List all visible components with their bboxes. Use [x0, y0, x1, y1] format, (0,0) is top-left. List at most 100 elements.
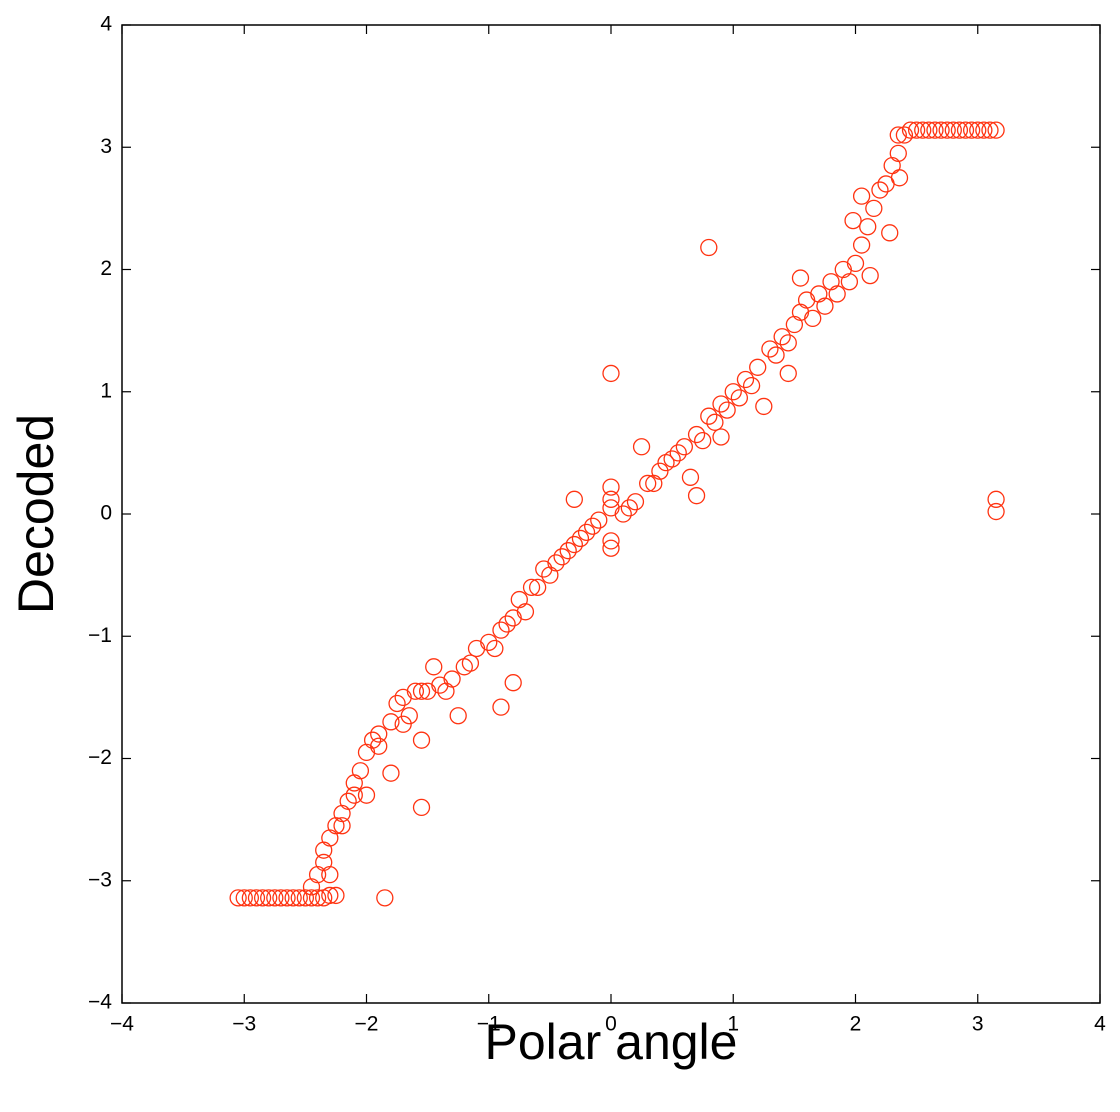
- point: [266, 889, 284, 907]
- point: [767, 346, 785, 364]
- x-tick-label: −2: [355, 1013, 379, 1036]
- point: [773, 328, 791, 346]
- point: [553, 548, 571, 566]
- point: [327, 886, 345, 905]
- point: [565, 535, 583, 554]
- x-axis-title: Polar angle: [485, 1014, 738, 1070]
- point: [229, 889, 247, 907]
- point: [846, 254, 865, 273]
- point: [632, 438, 651, 456]
- x-tick-label: −3: [232, 1013, 256, 1036]
- point: [602, 539, 620, 557]
- point: [602, 490, 620, 508]
- point: [962, 121, 981, 139]
- point: [852, 236, 871, 254]
- point: [412, 798, 431, 817]
- point: [345, 786, 363, 804]
- point: [804, 309, 822, 328]
- point: [504, 674, 522, 692]
- point: [687, 425, 706, 444]
- point: [602, 364, 620, 383]
- point: [742, 376, 761, 395]
- y-tick-label: −3: [88, 868, 112, 891]
- plot-frame: [121, 24, 1101, 1004]
- point: [412, 682, 431, 700]
- point: [706, 413, 724, 431]
- point: [938, 121, 956, 139]
- point: [681, 468, 700, 486]
- point: [260, 889, 278, 907]
- x-tick-label: 0: [605, 1013, 617, 1036]
- point: [712, 395, 730, 413]
- point: [645, 474, 663, 493]
- point: [950, 121, 969, 139]
- point: [492, 621, 510, 639]
- point: [412, 731, 431, 749]
- point: [376, 889, 394, 907]
- point: [736, 370, 755, 389]
- point: [529, 578, 547, 596]
- point: [321, 865, 339, 884]
- point: [253, 889, 272, 907]
- point: [272, 889, 290, 907]
- point: [382, 764, 400, 782]
- point: [816, 297, 834, 315]
- point: [718, 401, 736, 419]
- point: [712, 428, 730, 446]
- point: [881, 224, 899, 242]
- point: [920, 121, 938, 139]
- point: [859, 218, 877, 236]
- point: [351, 762, 370, 780]
- point: [461, 654, 480, 672]
- point: [791, 269, 810, 287]
- point: [724, 383, 742, 401]
- point: [932, 121, 950, 139]
- point: [480, 633, 498, 652]
- point: [339, 792, 357, 810]
- point: [944, 121, 962, 139]
- point: [700, 238, 718, 257]
- point: [516, 603, 535, 621]
- point: [828, 285, 846, 303]
- point: [626, 493, 645, 511]
- point: [614, 505, 632, 523]
- y-axis-title: Decoded: [8, 414, 64, 614]
- point: [333, 817, 351, 835]
- y-tick-label: 1: [100, 379, 112, 402]
- point: [382, 713, 400, 731]
- point: [914, 121, 932, 139]
- x-tick-label: −4: [110, 1013, 134, 1036]
- point: [987, 490, 1005, 508]
- point: [844, 211, 862, 230]
- point: [284, 889, 302, 907]
- point: [565, 490, 583, 508]
- point: [852, 187, 871, 205]
- x-tick-label: 2: [850, 1013, 862, 1036]
- point: [437, 682, 455, 700]
- y-tick-label: 2: [100, 257, 112, 280]
- point: [278, 889, 296, 907]
- point: [755, 397, 773, 416]
- point: [889, 126, 907, 144]
- point: [639, 474, 657, 493]
- point: [969, 121, 987, 139]
- y-tick-label: 4: [100, 13, 112, 36]
- point: [522, 578, 541, 596]
- point: [388, 694, 406, 713]
- y-tick-label: 0: [100, 502, 112, 525]
- point: [321, 886, 339, 905]
- point: [290, 889, 308, 907]
- point: [907, 121, 926, 139]
- point: [492, 698, 510, 716]
- point: [675, 438, 693, 456]
- point: [956, 121, 975, 139]
- point: [687, 487, 706, 505]
- point: [247, 889, 266, 907]
- point: [559, 542, 577, 560]
- point: [749, 358, 767, 376]
- point: [235, 889, 253, 907]
- point: [406, 682, 425, 700]
- point: [577, 523, 596, 541]
- point: [602, 478, 620, 496]
